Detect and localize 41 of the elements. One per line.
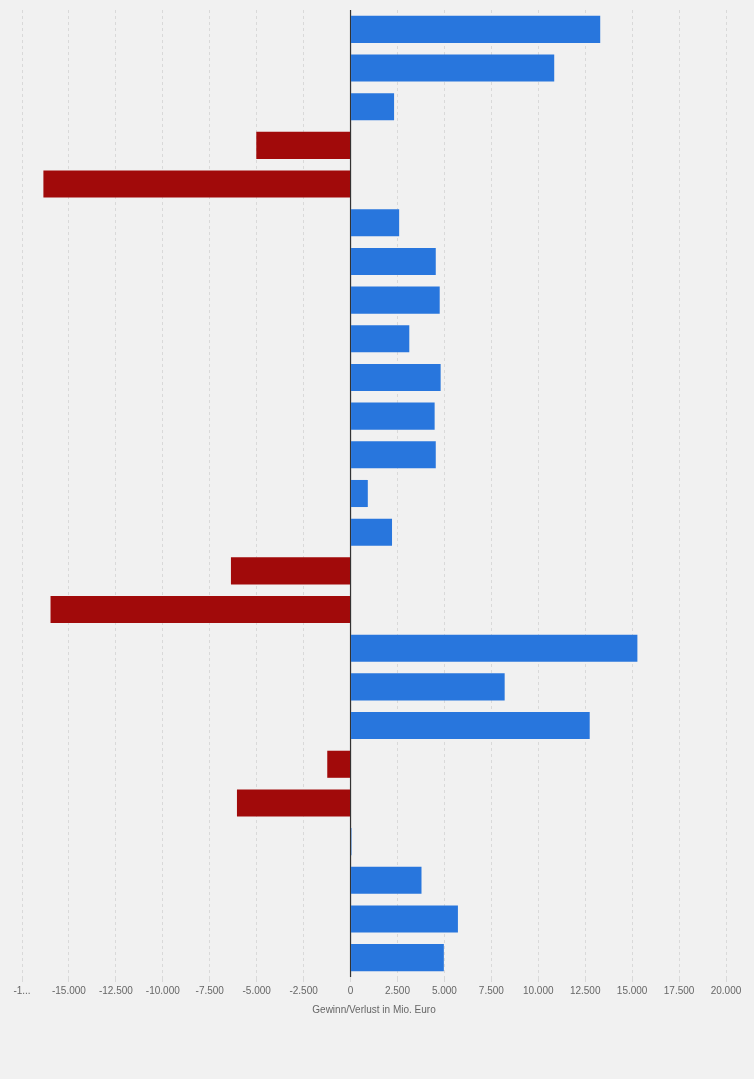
bar	[351, 634, 638, 662]
bar	[351, 518, 393, 546]
bar	[351, 54, 555, 82]
x-axis-title: Gewinn/Verlust in Mio. Euro	[312, 1003, 437, 1015]
bar	[351, 286, 440, 314]
bar	[351, 209, 400, 237]
x-tick-label: 17.500	[663, 984, 695, 996]
x-tick-label: 5.000	[431, 984, 458, 996]
x-tick-label: 7.500	[478, 984, 505, 996]
x-tick-label: -2.500	[289, 984, 319, 996]
bar	[351, 441, 436, 469]
x-tick-label: -15.000	[51, 984, 87, 996]
bar	[351, 93, 395, 121]
bar	[50, 596, 351, 624]
x-tick-label: -10.000	[145, 984, 181, 996]
x-tick-label: -5.000	[242, 984, 272, 996]
x-tick-label: -7.500	[195, 984, 225, 996]
x-tick-label: 15.000	[616, 984, 648, 996]
bar	[327, 750, 351, 778]
x-tick-label: 12.500	[569, 984, 601, 996]
bar	[351, 325, 410, 353]
x-tick-label: -1...	[13, 984, 31, 996]
bar	[351, 479, 368, 508]
bar	[256, 131, 351, 159]
bar	[230, 557, 351, 585]
x-tick-label: 10.000	[522, 984, 554, 996]
bar	[351, 712, 590, 740]
bar	[351, 866, 422, 894]
bar	[351, 402, 435, 430]
bar	[351, 905, 458, 933]
x-tick-label: 20.000	[710, 984, 742, 996]
bar	[236, 789, 351, 817]
x-tick-label: -12.500	[98, 984, 134, 996]
bar	[351, 673, 505, 701]
x-tick-label: 0	[347, 984, 354, 996]
bar	[43, 170, 351, 198]
bar	[351, 15, 601, 43]
bar	[351, 363, 441, 391]
bar	[351, 944, 444, 972]
x-tick-label: 2.500	[384, 984, 411, 996]
bar	[351, 247, 436, 275]
